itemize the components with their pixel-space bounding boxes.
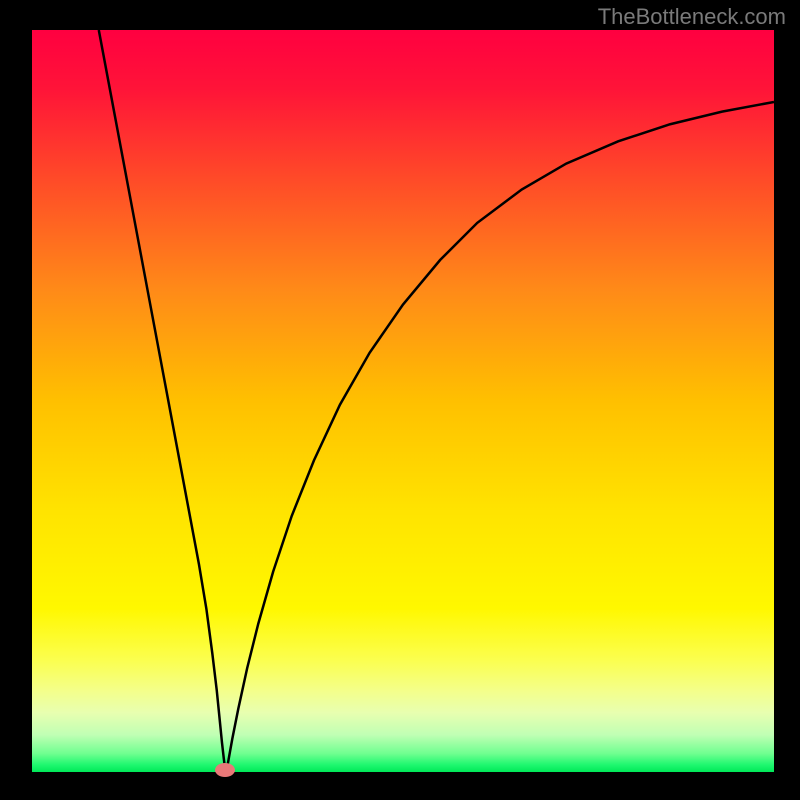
min-marker (215, 763, 235, 777)
curve-svg (32, 30, 774, 772)
plot-area (32, 30, 774, 772)
plot-frame (32, 30, 774, 772)
bottleneck-curve (99, 30, 774, 772)
watermark-label: TheBottleneck.com (598, 4, 786, 30)
